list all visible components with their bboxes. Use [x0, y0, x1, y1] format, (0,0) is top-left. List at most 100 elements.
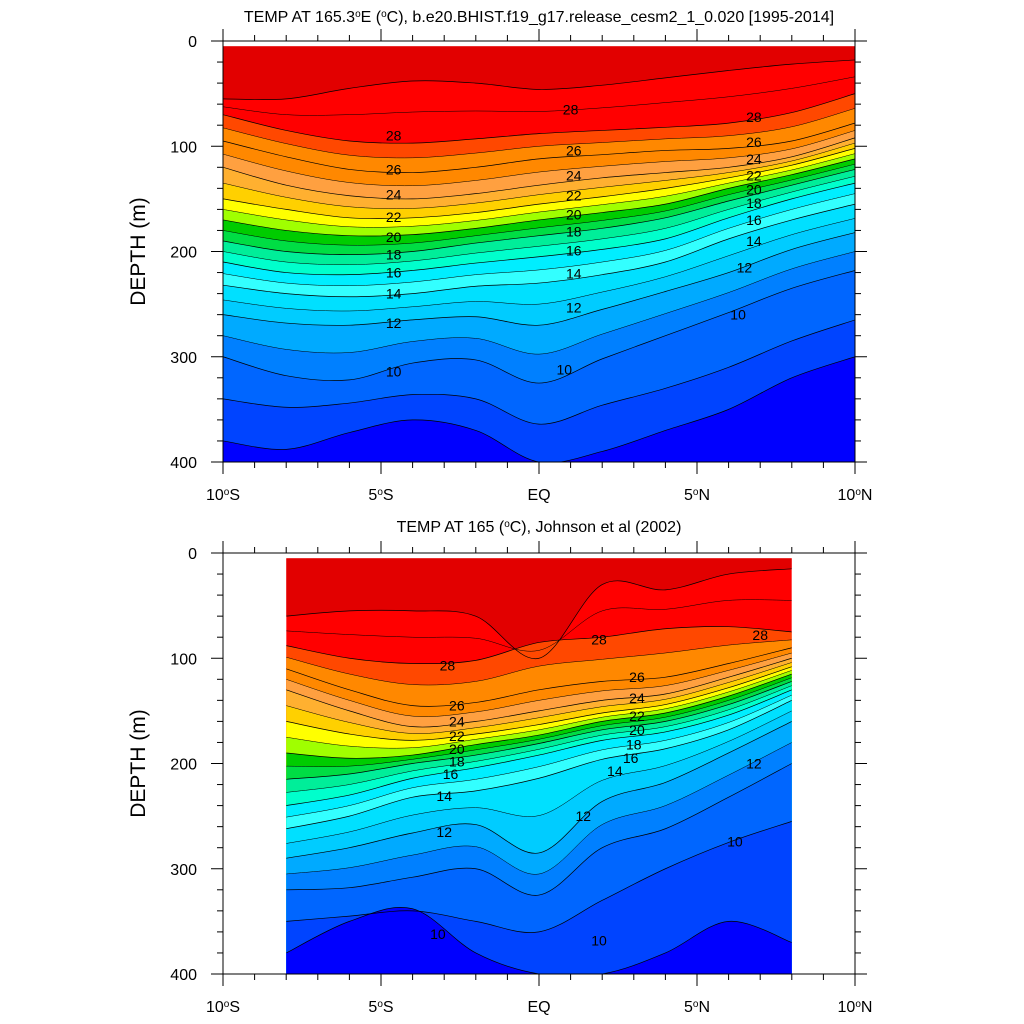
- title-text: TEMP AT 165 (: [397, 519, 505, 536]
- x-tick-hemisphere: N: [861, 487, 873, 504]
- x-tick-label: 5oN: [684, 487, 710, 505]
- isotherm-24: [286, 657, 792, 728]
- contour-labels: 2826242220181614121028262422201816141210…: [430, 627, 768, 948]
- contour-label: 16: [443, 766, 459, 782]
- x-tick-hemisphere: S: [383, 487, 394, 504]
- isotherm-10: [286, 763, 792, 896]
- isotherm-22: [286, 666, 792, 741]
- isotherm-12: [286, 721, 792, 859]
- title-text: E (: [361, 9, 382, 26]
- x-tick-number: 5: [368, 487, 377, 504]
- isotherm-8: [223, 356, 855, 462]
- contour-label: 20: [449, 741, 465, 757]
- contour-label: 18: [386, 247, 402, 263]
- x-tick-degree: o: [377, 487, 383, 498]
- x-tick-label: 5oS: [368, 999, 393, 1017]
- contour-label: 24: [746, 151, 762, 167]
- isotherm-29-minor: [223, 76, 855, 116]
- contour-label: 10: [730, 307, 746, 323]
- contour-label: 16: [566, 242, 582, 258]
- isotherm-16-minor: [286, 694, 792, 818]
- contour-label: 22: [449, 728, 465, 744]
- contour-label: 10: [556, 361, 572, 377]
- contour-label: 14: [566, 266, 582, 282]
- x-tick-number: 5: [368, 999, 377, 1016]
- isotherm-9: [223, 319, 855, 425]
- contour-label: 14: [386, 286, 402, 302]
- y-tick-label: 300: [170, 862, 197, 879]
- isotherm-20-minor: [286, 677, 792, 767]
- x-tick-number: 10: [206, 999, 224, 1016]
- x-axis: 10oS 5oS EQ 5oN 10oN: [206, 541, 872, 1016]
- isotherm-20: [286, 673, 792, 759]
- x-tick-degree: o: [377, 999, 383, 1010]
- x-tick-number: 10: [838, 487, 856, 504]
- title-text: TEMP AT 165.3: [244, 9, 355, 26]
- contour-label: 18: [449, 753, 465, 769]
- contour-label: 12: [737, 259, 753, 275]
- x-tick-label: EQ: [527, 999, 550, 1016]
- isotherm-9: [286, 821, 792, 933]
- isotherm-26: [286, 647, 792, 707]
- contour-label: 26: [566, 142, 582, 158]
- contour-label: 22: [566, 188, 582, 204]
- contour-label: 14: [436, 788, 452, 804]
- contour-label: 10: [430, 926, 446, 942]
- x-tick-hemisphere: S: [229, 999, 240, 1016]
- contour-label: 28: [746, 109, 762, 125]
- isotherm-20-minor: [223, 163, 855, 246]
- contour-fills: [223, 46, 855, 462]
- contour-label: 18: [566, 224, 582, 240]
- contour-fills: [286, 558, 792, 974]
- contour-label: 12: [386, 315, 402, 331]
- contour-label: 26: [386, 161, 402, 177]
- x-tick-degree: o: [224, 487, 230, 498]
- y-tick-label: 200: [170, 245, 197, 262]
- y-axis-label: DEPTH (m): [127, 197, 150, 306]
- contour-lines: [286, 568, 792, 974]
- isotherm-12-minor: [286, 742, 792, 875]
- band-29: [223, 46, 855, 100]
- contour-lines: [223, 59, 855, 462]
- isotherm-29: [223, 59, 855, 101]
- contour-label: 28: [591, 631, 607, 647]
- isotherm-29: [286, 568, 792, 659]
- panel-2: TEMP AT 165 (oC), Johnson et al (2002)28…: [127, 519, 872, 1017]
- contour-label: 24: [386, 187, 402, 203]
- contour-labels: 2826242220181614121028262422201816141210…: [386, 101, 762, 379]
- y-tick-label: 0: [188, 546, 197, 563]
- band-29: [286, 558, 792, 659]
- contour-label: 12: [436, 824, 452, 840]
- y-tick-label: 400: [170, 967, 197, 984]
- x-tick-label: 5oS: [368, 487, 393, 505]
- contour-label: 14: [607, 763, 623, 779]
- isotherm-14-minor: [223, 218, 855, 312]
- x-tick-degree: o: [693, 999, 699, 1010]
- y-axis: 0 100 200 300 400: [170, 546, 867, 984]
- x-tick-number: 5: [684, 999, 693, 1016]
- isotherm-28: [286, 626, 792, 665]
- x-tick-number: EQ: [527, 999, 550, 1016]
- title-degree: o: [504, 519, 510, 530]
- isotherm-18: [286, 681, 792, 780]
- isotherm-20: [223, 158, 855, 237]
- contour-label: 18: [746, 195, 762, 211]
- contour-label: 28: [386, 128, 402, 144]
- x-tick-degree: o: [693, 487, 699, 498]
- x-tick-degree: o: [855, 999, 861, 1010]
- contour-label: 14: [746, 233, 762, 249]
- isotherm-28: [223, 93, 855, 144]
- isotherm-16-minor: [223, 193, 855, 286]
- isotherm-18: [223, 169, 855, 256]
- isotherm-14-minor: [286, 710, 792, 844]
- x-tick-hemisphere: N: [698, 487, 710, 504]
- contour-label: 28: [563, 101, 579, 117]
- contour-label: 20: [386, 229, 402, 245]
- contour-label: 16: [386, 265, 402, 281]
- isotherm-18-minor: [223, 176, 855, 265]
- x-tick-degree: o: [224, 999, 230, 1010]
- contour-label: 24: [449, 713, 465, 729]
- title-text: C), b.e20.BHIST.f19_g17.release_cesm2_1_…: [387, 9, 834, 26]
- contour-label: 22: [386, 209, 402, 225]
